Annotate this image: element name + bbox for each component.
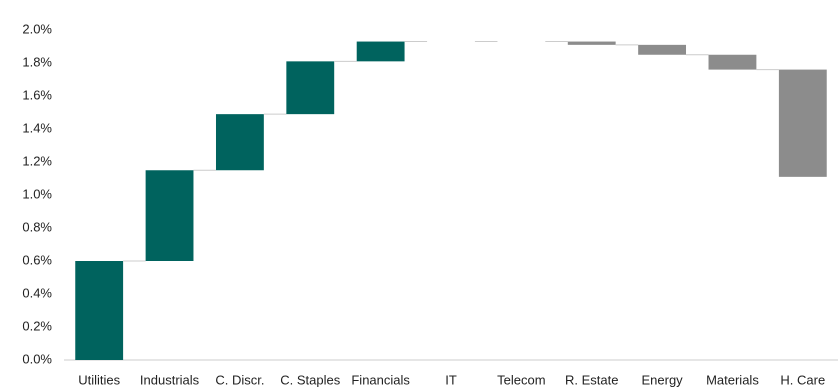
bar	[356, 41, 405, 62]
x-tick-label: Materials	[706, 372, 759, 387]
bar	[567, 41, 616, 45]
y-tick-label: 1.6%	[22, 87, 52, 102]
x-tick-label: H. Care	[780, 372, 825, 387]
x-tick-label: C. Staples	[280, 372, 340, 387]
bar	[778, 69, 827, 177]
y-tick-label: 1.4%	[22, 120, 52, 135]
y-tick-label: 0.2%	[22, 318, 52, 333]
x-tick-label: Energy	[641, 372, 683, 387]
x-tick-label: Utilities	[78, 372, 120, 387]
y-tick-label: 1.2%	[22, 153, 52, 168]
x-tick-label: Industrials	[140, 372, 200, 387]
bar	[145, 170, 194, 261]
x-tick-label: IT	[445, 372, 457, 387]
bar	[708, 54, 757, 70]
bar	[215, 114, 264, 171]
bar	[638, 44, 687, 55]
x-tick-label: C. Discr.	[215, 372, 264, 387]
x-tick-label: Financials	[351, 372, 410, 387]
y-tick-label: 0.6%	[22, 252, 52, 267]
y-tick-label: 0.0%	[22, 351, 52, 366]
y-tick-label: 2.0%	[22, 21, 52, 36]
y-tick-label: 0.8%	[22, 219, 52, 234]
x-tick-label: Telecom	[497, 372, 545, 387]
y-tick-label: 0.4%	[22, 285, 52, 300]
bar	[286, 61, 335, 115]
y-tick-label: 1.0%	[22, 186, 52, 201]
y-tick-label: 1.8%	[22, 54, 52, 69]
x-tick-label: R. Estate	[565, 372, 618, 387]
bar	[75, 261, 124, 360]
